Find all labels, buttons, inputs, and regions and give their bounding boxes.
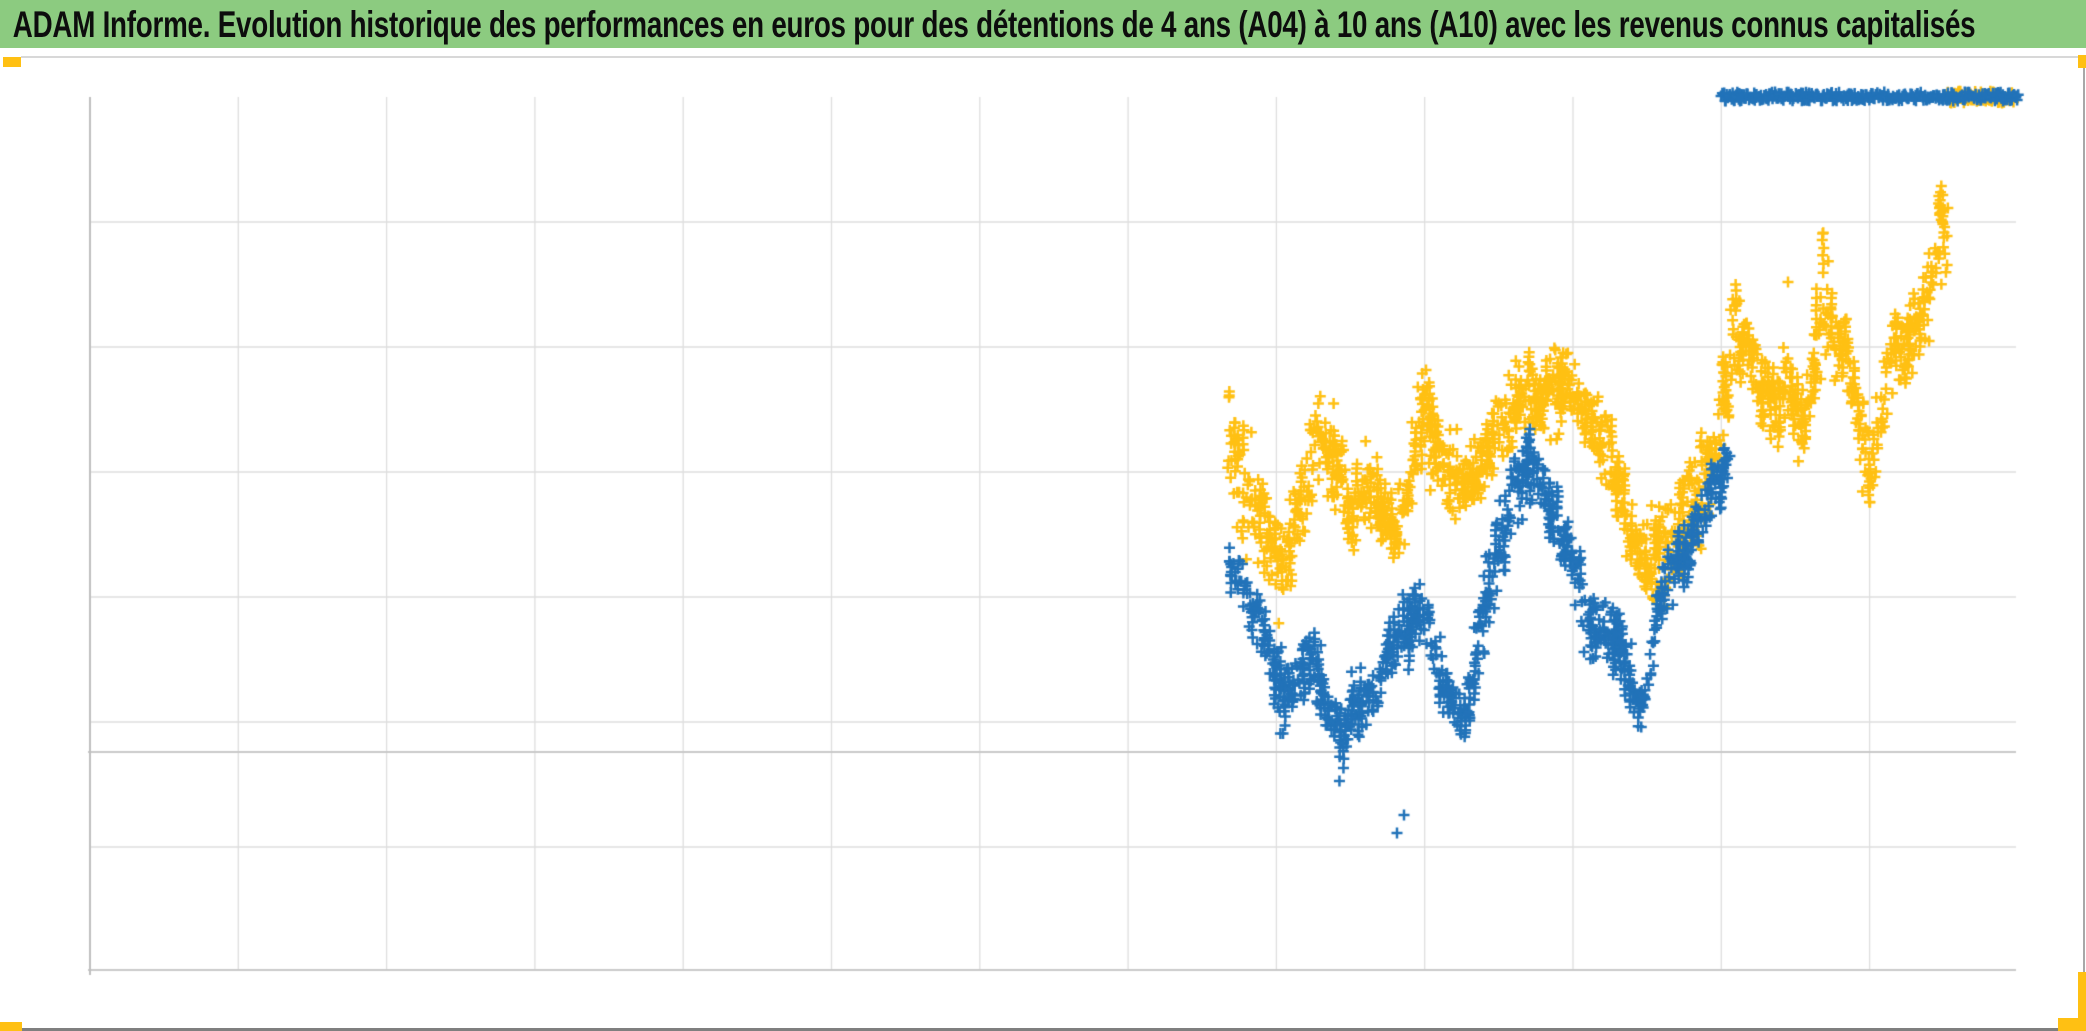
gold-accent-bottom-left — [0, 1022, 22, 1031]
gold-accent-bottom-right-bar — [2078, 972, 2086, 1031]
gold-accent-top-left — [3, 57, 21, 67]
gold-accent-bottom-right-foot — [2058, 1018, 2086, 1031]
frame-top-hairline — [21, 56, 2079, 58]
window-bottom-edge-line — [0, 1028, 2086, 1031]
window-right-edge-line — [2083, 57, 2085, 1030]
gold-accent-top-right — [2078, 55, 2086, 68]
chart-title-bar: ADAM Informe. Evolution historique des p… — [0, 0, 2086, 48]
chart-title: ADAM Informe. Evolution historique des p… — [12, 4, 1976, 45]
